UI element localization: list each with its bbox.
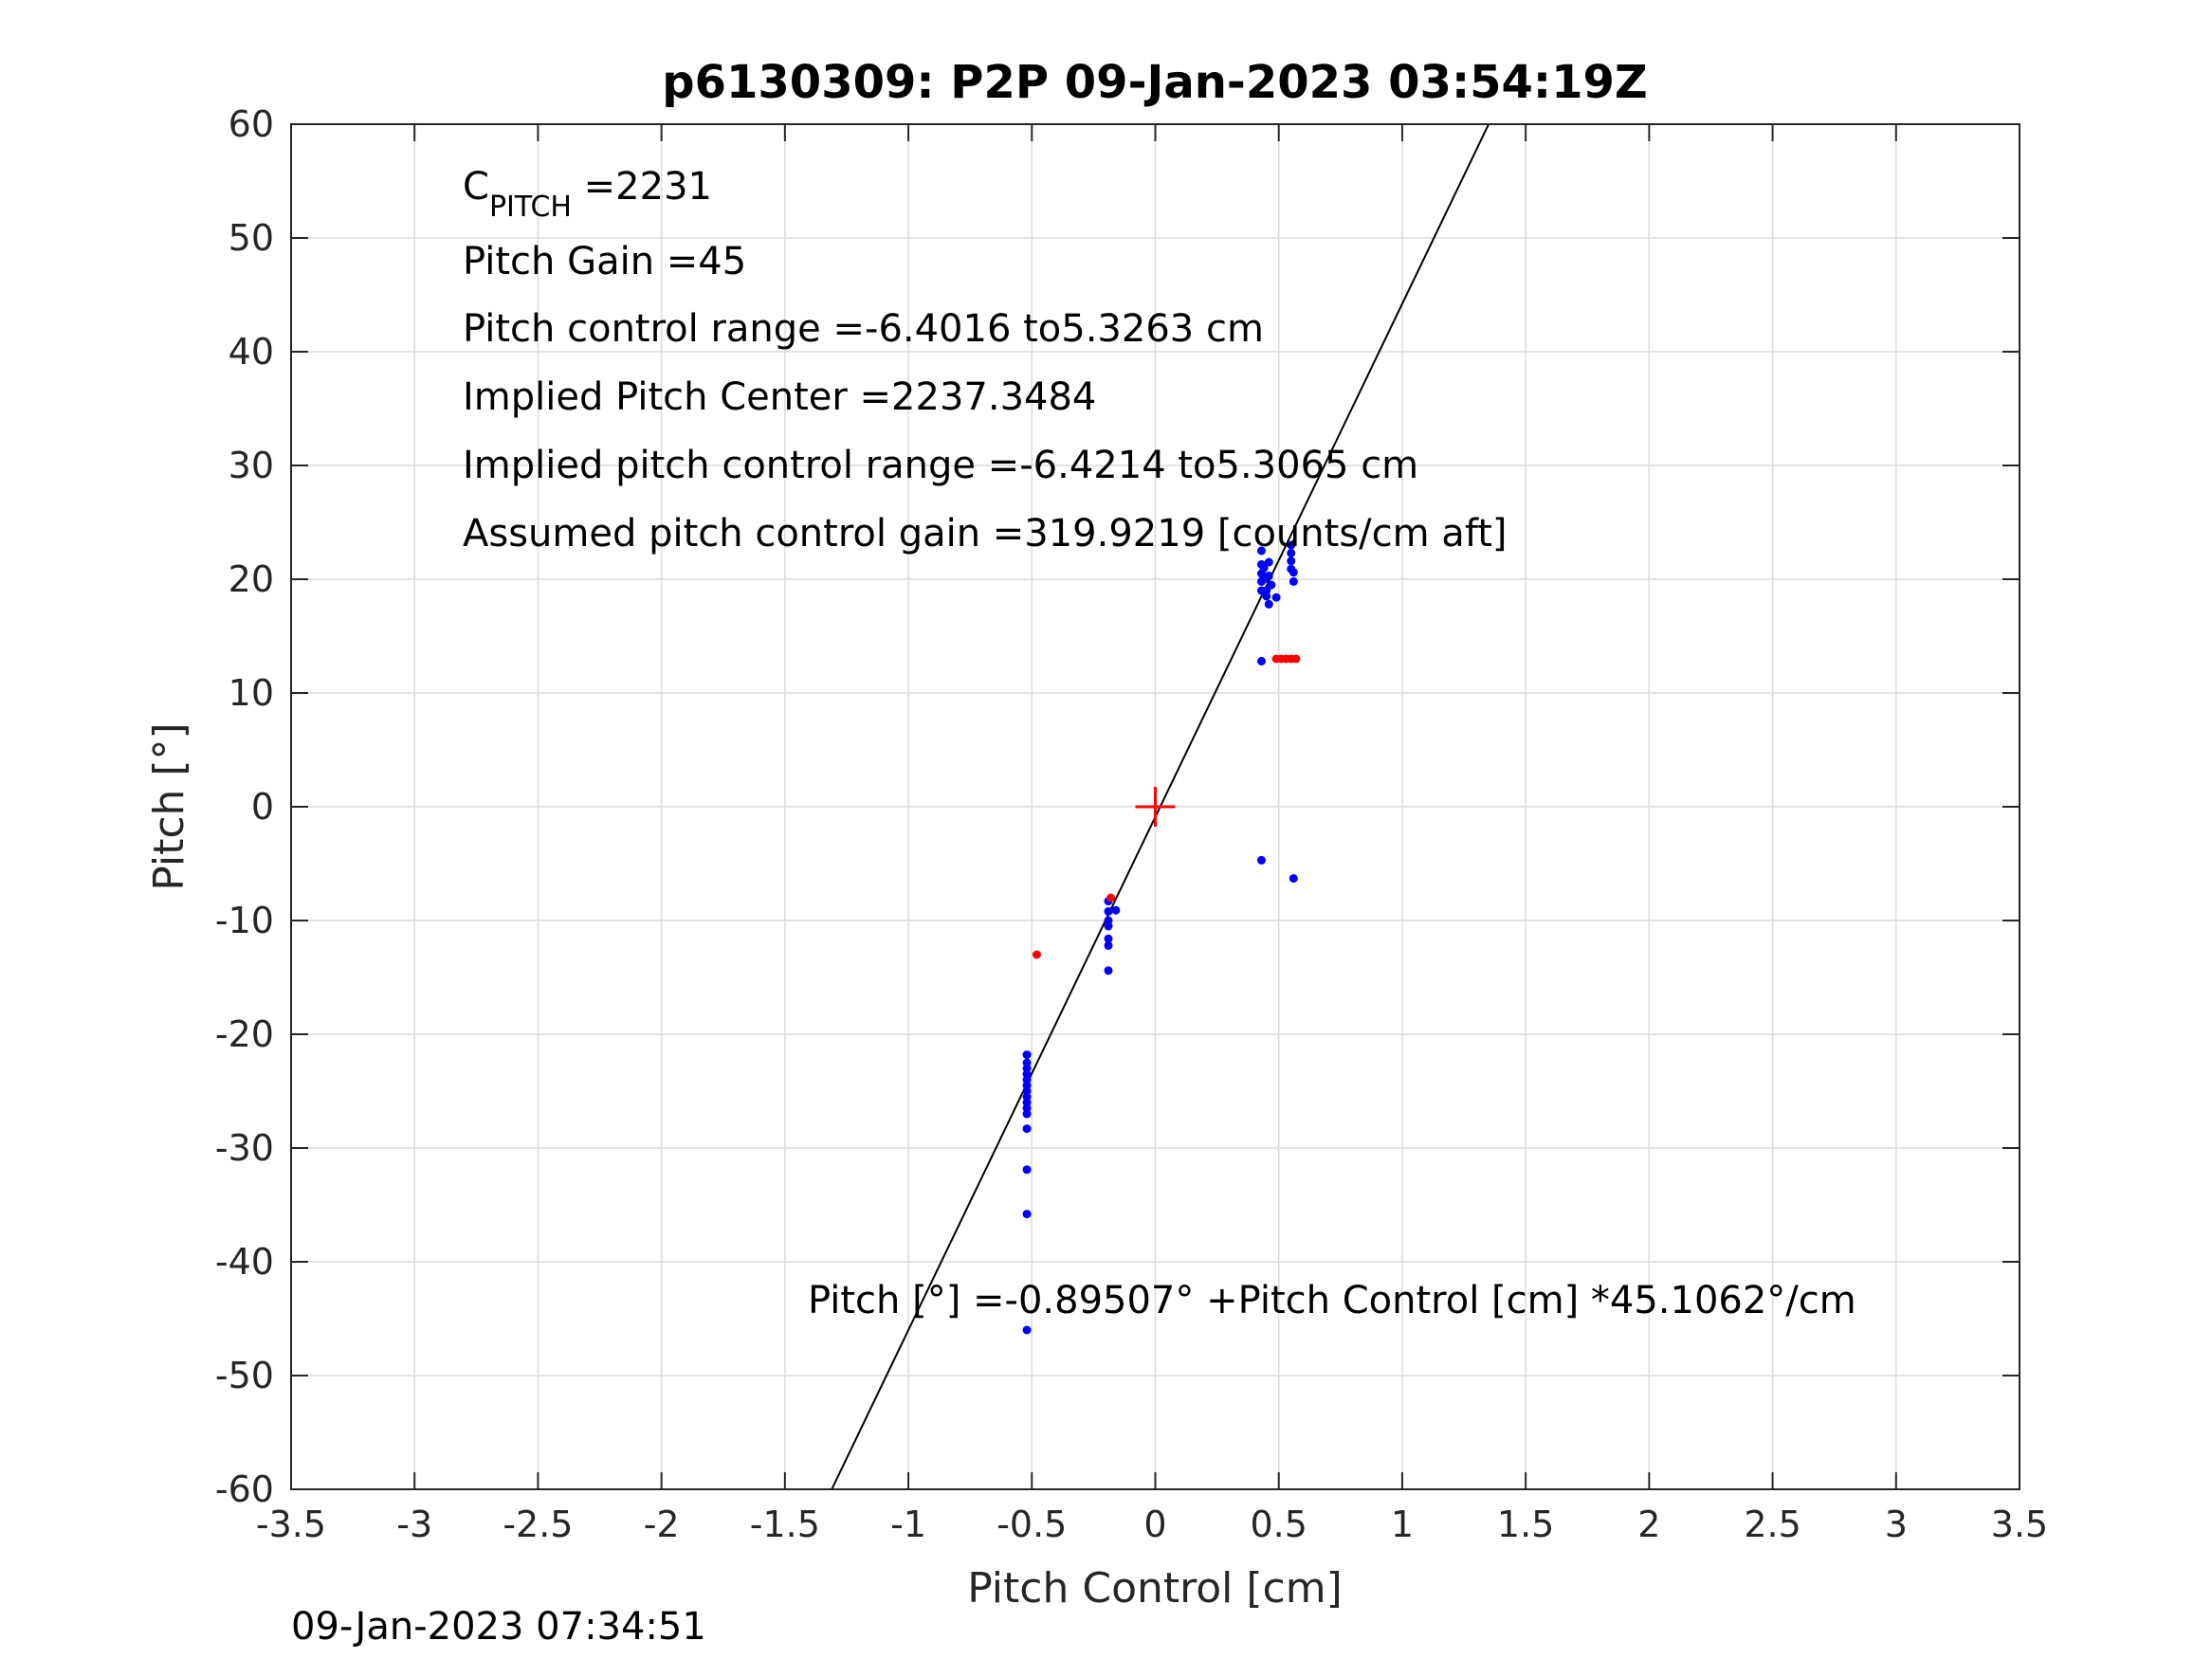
axes-box — [290, 123, 2020, 1490]
cpitch-letter: C — [463, 165, 489, 209]
blue-data-point — [1267, 580, 1276, 590]
blue-data-point — [1256, 656, 1266, 665]
data-points — [1022, 540, 1301, 1335]
x-tick-label: -3.5 — [256, 1504, 326, 1545]
blue-data-point — [1104, 966, 1113, 975]
y-tick-label: 60 — [229, 103, 274, 145]
blue-data-point — [1104, 921, 1113, 931]
blue-data-point — [1022, 1124, 1032, 1134]
x-tick-label: 2.5 — [1744, 1504, 1801, 1545]
x-tick-label: -0.5 — [996, 1504, 1067, 1545]
blue-data-point — [1271, 592, 1281, 602]
assumed-gain-annotation: Assumed pitch control gain =319.9219 [co… — [463, 512, 1507, 556]
pitch-gain-annotation: Pitch Gain =45 — [463, 240, 746, 283]
blue-data-point — [1287, 556, 1296, 566]
y-tick-label: -50 — [215, 1355, 274, 1396]
blue-data-point — [1104, 940, 1113, 950]
cpitch-subscript: PITCH — [489, 191, 572, 224]
x-tick-label: 0.5 — [1250, 1504, 1307, 1545]
chart-title: p6130309: P2P 09-Jan-2023 03:54:19Z — [662, 56, 1647, 109]
x-tick-label: -3 — [396, 1504, 432, 1545]
blue-data-point — [1289, 576, 1298, 586]
blue-data-point — [1256, 546, 1266, 556]
center-marker — [1135, 787, 1176, 827]
blue-data-point — [1022, 1050, 1032, 1060]
x-tick-label: 1.5 — [1497, 1504, 1554, 1545]
fit-equation-annotation: Pitch [°] =-0.89507° +Pitch Control [cm]… — [808, 1279, 1856, 1322]
blue-data-point — [1264, 571, 1273, 580]
x-tick-label: -1.5 — [750, 1504, 820, 1545]
blue-data-point — [1022, 1165, 1032, 1175]
y-tick-label: 0 — [251, 786, 274, 828]
x-tick-labels: -3.5 -3 -2.5 -2 -1.5 -1 -0.5 0 0.5 1 1.5 2 2.5 3 3.5 — [256, 1504, 2048, 1545]
y-tick-label: -20 — [215, 1013, 274, 1055]
blue-data-point — [1256, 855, 1266, 865]
x-tick-label: -2.5 — [503, 1504, 573, 1545]
blue-data-point — [1104, 934, 1113, 943]
x-tick-label: 0 — [1143, 1504, 1166, 1545]
blue-data-point — [1111, 905, 1121, 915]
red-data-point — [1106, 893, 1116, 902]
y-tick-label: 20 — [229, 558, 274, 600]
y-tick-label: 30 — [229, 445, 274, 486]
blue-data-point — [1287, 540, 1296, 550]
cpitch-annotation: CPITCH =2231 — [463, 165, 712, 224]
blue-data-point — [1264, 557, 1273, 567]
y-tick-label: 50 — [229, 217, 274, 259]
y-tick-label: -30 — [215, 1127, 274, 1169]
blue-data-point — [1287, 548, 1296, 557]
annotation-block: CPITCH =2231 Pitch Gain =45 Pitch contro… — [463, 165, 1856, 1322]
blue-data-point — [1289, 568, 1298, 577]
footer-timestamp: 09-Jan-2023 07:34:51 — [291, 1605, 706, 1649]
blue-data-point — [1104, 906, 1113, 916]
x-tick-label: 1 — [1391, 1504, 1414, 1545]
red-data-point — [1291, 654, 1301, 664]
y-axis-label: Pitch [°] — [145, 722, 193, 890]
y-tick-label: -60 — [215, 1468, 274, 1510]
red-data-point — [1032, 950, 1041, 959]
y-tick-label: -40 — [215, 1241, 274, 1283]
x-tick-label: -2 — [644, 1504, 680, 1545]
y-tick-label: 40 — [229, 331, 274, 373]
x-tick-label: 3 — [1885, 1504, 1908, 1545]
implied-center-annotation: Implied Pitch Center =2237.3484 — [463, 375, 1096, 419]
y-tick-label: 10 — [229, 672, 274, 714]
x-tick-label: -1 — [890, 1504, 926, 1545]
implied-range-annotation: Implied pitch control range =-6.4214 to5… — [463, 444, 1418, 487]
y-tick-label: -10 — [215, 900, 274, 941]
control-range-annotation: Pitch control range =-6.4016 to5.3263 cm — [463, 307, 1264, 351]
cpitch-value: =2231 — [572, 165, 712, 209]
blue-data-point — [1022, 1109, 1032, 1119]
blue-data-point — [1289, 874, 1298, 884]
blue-data-point — [1262, 592, 1271, 601]
x-tick-label: 2 — [1637, 1504, 1660, 1545]
blue-data-point — [1022, 1325, 1032, 1335]
blue-data-point — [1259, 563, 1269, 573]
y-tick-labels: -60 -50 -40 -30 -20 -10 0 10 20 30 40 50 60 — [215, 103, 274, 1510]
blue-data-point — [1022, 1210, 1032, 1219]
x-axis-label: Pitch Control [cm] — [967, 1564, 1343, 1613]
blue-data-point — [1264, 599, 1273, 609]
x-tick-label: 3.5 — [1991, 1504, 2048, 1545]
